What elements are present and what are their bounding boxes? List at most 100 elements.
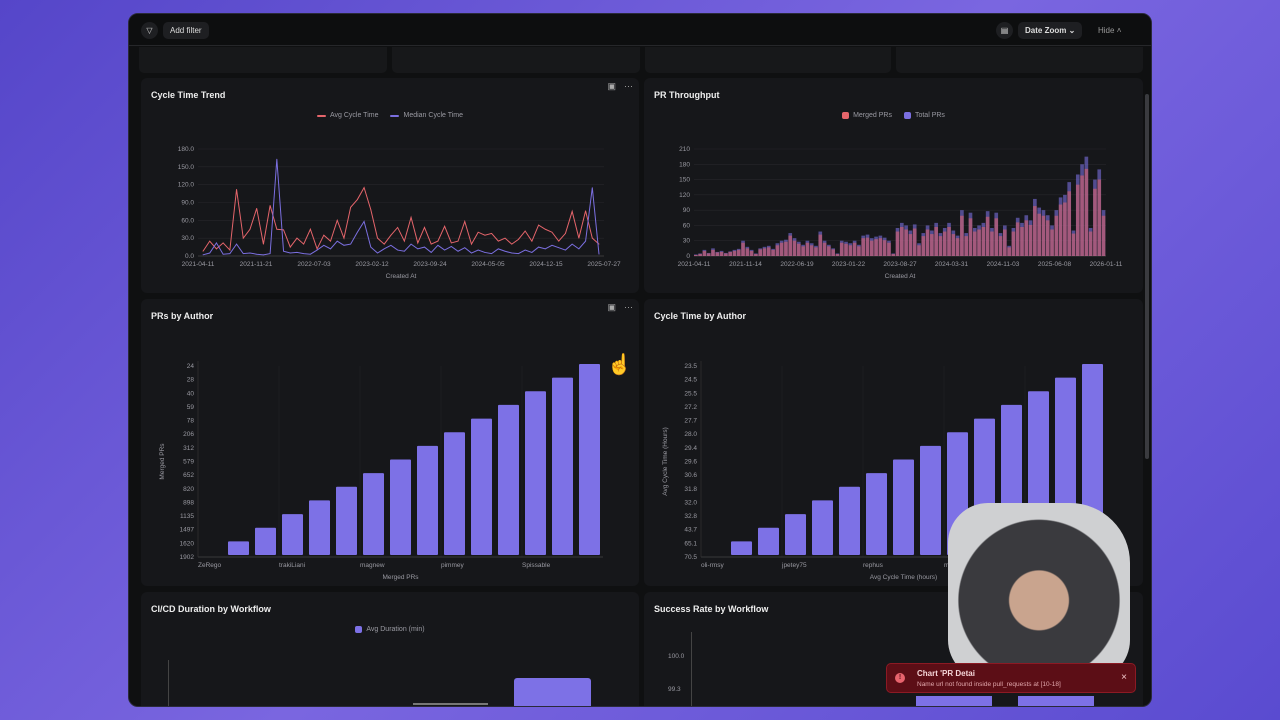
bar[interactable] xyxy=(1058,204,1063,256)
bar[interactable] xyxy=(1075,184,1080,256)
bar[interactable] xyxy=(413,703,488,705)
bar[interactable] xyxy=(785,514,806,555)
bar[interactable] xyxy=(762,248,767,256)
bar[interactable] xyxy=(874,239,878,256)
bar[interactable] xyxy=(1033,206,1037,256)
bar[interactable] xyxy=(309,500,330,555)
bar[interactable] xyxy=(715,252,720,256)
bar[interactable] xyxy=(732,250,737,256)
bar[interactable] xyxy=(994,218,999,256)
bar[interactable] xyxy=(336,486,357,555)
bar[interactable] xyxy=(741,242,745,256)
comment-icon[interactable]: ▣ xyxy=(607,81,616,91)
bar[interactable] xyxy=(835,253,840,256)
bar[interactable] xyxy=(758,249,763,256)
bar[interactable] xyxy=(848,245,853,256)
bar[interactable] xyxy=(814,247,818,256)
bar[interactable] xyxy=(771,249,775,256)
bar[interactable] xyxy=(579,364,600,555)
bar[interactable] xyxy=(444,432,465,555)
bar[interactable] xyxy=(893,459,914,556)
bar[interactable] xyxy=(1020,226,1024,256)
bar[interactable] xyxy=(925,229,930,256)
bar[interactable] xyxy=(1063,202,1067,257)
bar[interactable] xyxy=(282,514,303,555)
bar[interactable] xyxy=(749,250,754,256)
bar[interactable] xyxy=(801,246,805,256)
bar[interactable] xyxy=(498,404,519,555)
bar[interactable] xyxy=(417,445,438,555)
bar[interactable] xyxy=(788,235,793,256)
bar[interactable] xyxy=(972,231,977,256)
bar[interactable] xyxy=(916,696,992,706)
legend-total-prs[interactable]: Total PRs xyxy=(903,112,945,119)
bar[interactable] xyxy=(1007,247,1011,256)
bar[interactable] xyxy=(882,240,887,256)
bar[interactable] xyxy=(964,236,969,256)
bar[interactable] xyxy=(977,229,981,256)
bar[interactable] xyxy=(921,236,926,256)
legend-avg-duration[interactable]: Avg Duration (min) xyxy=(355,626,425,633)
bar[interactable] xyxy=(724,253,728,256)
scrollbar[interactable] xyxy=(1145,94,1149,459)
bar[interactable] xyxy=(792,240,797,256)
bar[interactable] xyxy=(998,236,1003,256)
bar[interactable] xyxy=(1037,213,1041,256)
bar[interactable] xyxy=(1088,231,1093,256)
bar[interactable] xyxy=(981,226,986,256)
bar[interactable] xyxy=(1093,188,1097,256)
bar[interactable] xyxy=(706,253,711,256)
bar[interactable] xyxy=(731,541,752,555)
bar[interactable] xyxy=(844,243,848,256)
bar[interactable] xyxy=(839,242,844,256)
bar[interactable] xyxy=(887,242,891,256)
bar[interactable] xyxy=(947,226,951,256)
bar[interactable] xyxy=(1015,222,1020,256)
bar[interactable] xyxy=(797,243,801,256)
bar[interactable] xyxy=(852,242,857,256)
comment-icon[interactable]: ▣ xyxy=(607,302,616,312)
bar[interactable] xyxy=(839,486,860,555)
bar[interactable] xyxy=(1045,220,1050,256)
bar[interactable] xyxy=(904,229,908,256)
more-options-icon[interactable]: ··· xyxy=(624,81,633,91)
bar[interactable] xyxy=(1050,229,1054,256)
bar[interactable] xyxy=(711,249,715,256)
bar[interactable] xyxy=(719,251,724,256)
bar[interactable] xyxy=(809,245,814,256)
bar[interactable] xyxy=(865,237,870,256)
bar[interactable] xyxy=(784,241,788,256)
bar[interactable] xyxy=(1101,215,1106,256)
bar[interactable] xyxy=(736,249,741,256)
bar[interactable] xyxy=(955,238,960,256)
bar[interactable] xyxy=(779,242,784,256)
bar[interactable] xyxy=(775,245,780,256)
bar[interactable] xyxy=(942,231,947,256)
bar[interactable] xyxy=(878,238,883,256)
bar[interactable] xyxy=(525,391,546,555)
bar[interactable] xyxy=(1097,179,1102,256)
bar[interactable] xyxy=(514,678,591,706)
bar[interactable] xyxy=(827,246,831,256)
bar[interactable] xyxy=(1067,191,1072,256)
bar[interactable] xyxy=(363,473,384,555)
bar[interactable] xyxy=(951,234,956,256)
bar[interactable] xyxy=(891,253,896,256)
bar[interactable] xyxy=(938,236,943,256)
bar[interactable] xyxy=(866,473,887,555)
bar[interactable] xyxy=(758,527,779,555)
bar[interactable] xyxy=(552,377,573,555)
bar[interactable] xyxy=(698,253,702,256)
bar[interactable] xyxy=(968,218,973,256)
legend-avg-cycle-time[interactable]: Avg Cycle Time xyxy=(316,112,378,119)
bar[interactable] xyxy=(895,231,900,256)
bar[interactable] xyxy=(694,254,698,256)
bar[interactable] xyxy=(1011,231,1016,256)
bar[interactable] xyxy=(471,418,492,555)
filter-icon[interactable]: ▽ xyxy=(141,22,158,39)
bar[interactable] xyxy=(818,234,823,256)
bar[interactable] xyxy=(985,216,990,256)
bar[interactable] xyxy=(1080,175,1084,256)
bar[interactable] xyxy=(390,459,411,556)
bar[interactable] xyxy=(1028,224,1033,256)
